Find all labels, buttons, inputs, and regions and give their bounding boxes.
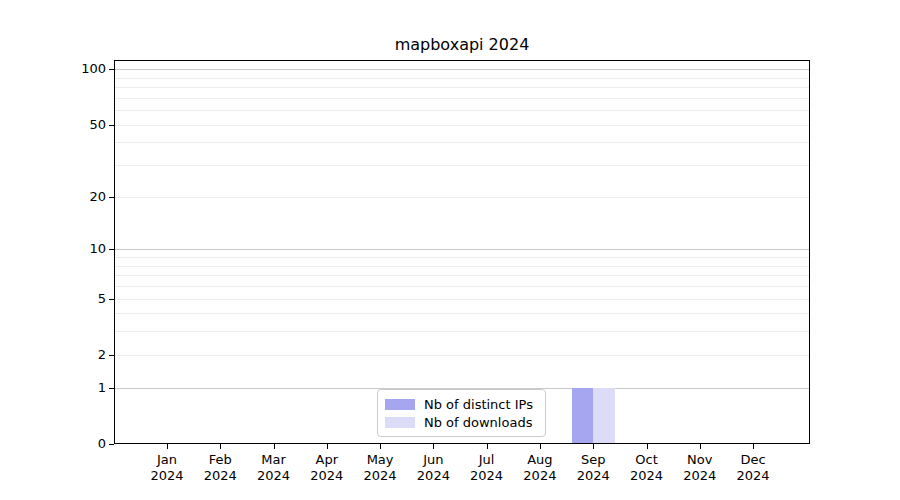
- plot-area: [114, 60, 810, 444]
- y-axis-tick-label: 0: [60, 436, 106, 452]
- x-axis-tick-label: Nov 2024: [672, 452, 728, 484]
- legend-swatch-distinct-ips: [385, 399, 415, 410]
- gridline-minor: [115, 142, 809, 143]
- x-axis-tick: [540, 444, 541, 449]
- y-axis-tick-label: 1: [60, 380, 106, 396]
- x-axis-tick: [220, 444, 221, 449]
- gridline-minor: [115, 286, 809, 287]
- gridline-minor: [115, 331, 809, 332]
- x-axis-tick: [487, 444, 488, 449]
- x-axis-tick: [380, 444, 381, 449]
- bar-downloads: [593, 388, 615, 444]
- x-axis-tick-label: Sep 2024: [565, 452, 621, 484]
- x-axis-tick: [753, 444, 754, 449]
- x-axis-tick: [700, 444, 701, 449]
- gridline-minor: [115, 98, 809, 99]
- y-axis-tick-label: 10: [60, 241, 106, 257]
- legend-item: Nb of downloads: [385, 414, 537, 430]
- y-axis-tick: [109, 355, 114, 356]
- gridline-minor: [115, 197, 809, 198]
- y-axis-tick-label: 2: [60, 347, 106, 363]
- x-axis-tick-label: Oct 2024: [619, 452, 675, 484]
- x-axis-tick-label: Aug 2024: [512, 452, 568, 484]
- y-axis-tick: [109, 249, 114, 250]
- gridline-minor: [115, 87, 809, 88]
- gridline-minor: [115, 165, 809, 166]
- gridline-minor: [115, 125, 809, 126]
- legend: Nb of distinct IPs Nb of downloads: [377, 389, 546, 437]
- x-axis-tick-label: Jun 2024: [405, 452, 461, 484]
- y-axis-tick: [109, 197, 114, 198]
- y-axis-tick-label: 20: [60, 189, 106, 205]
- x-axis-tick-label: May 2024: [352, 452, 408, 484]
- gridline-minor: [115, 110, 809, 111]
- gridline-minor: [115, 299, 809, 300]
- x-axis-tick: [433, 444, 434, 449]
- gridline-minor: [115, 355, 809, 356]
- legend-label: Nb of distinct IPs: [424, 397, 533, 412]
- x-axis-tick: [327, 444, 328, 449]
- bar-distinct-ips: [572, 388, 594, 444]
- chart-title: mapboxapi 2024: [114, 35, 810, 54]
- y-axis-tick-label: 100: [60, 61, 106, 77]
- gridline-minor: [115, 257, 809, 258]
- legend-item: Nb of distinct IPs: [385, 396, 537, 412]
- x-axis-tick-label: Dec 2024: [725, 452, 781, 484]
- x-axis-tick-label: Jan 2024: [139, 452, 195, 484]
- y-axis-tick: [109, 388, 114, 389]
- legend-label: Nb of downloads: [424, 415, 532, 430]
- x-axis-tick: [167, 444, 168, 449]
- x-axis-tick: [593, 444, 594, 449]
- legend-swatch-downloads: [385, 417, 415, 428]
- gridline-minor: [115, 275, 809, 276]
- gridline-major: [115, 69, 809, 70]
- y-axis-tick: [109, 69, 114, 70]
- y-axis-tick: [109, 125, 114, 126]
- gridline-major: [115, 249, 809, 250]
- x-axis-tick: [647, 444, 648, 449]
- x-axis-tick-label: Mar 2024: [246, 452, 302, 484]
- gridline-minor: [115, 313, 809, 314]
- x-axis-tick-label: Feb 2024: [192, 452, 248, 484]
- y-axis-tick-label: 5: [60, 291, 106, 307]
- y-axis-tick-label: 50: [60, 117, 106, 133]
- gridline-minor: [115, 266, 809, 267]
- y-axis-tick: [109, 299, 114, 300]
- x-axis-tick-label: Apr 2024: [299, 452, 355, 484]
- x-axis-tick: [274, 444, 275, 449]
- x-axis-tick-label: Jul 2024: [459, 452, 515, 484]
- gridline-minor: [115, 78, 809, 79]
- y-axis-tick: [109, 444, 114, 445]
- chart-figure: mapboxapi 2024 0 1 2 5 10 20 50 100 Jan 2024Feb …: [0, 0, 900, 500]
